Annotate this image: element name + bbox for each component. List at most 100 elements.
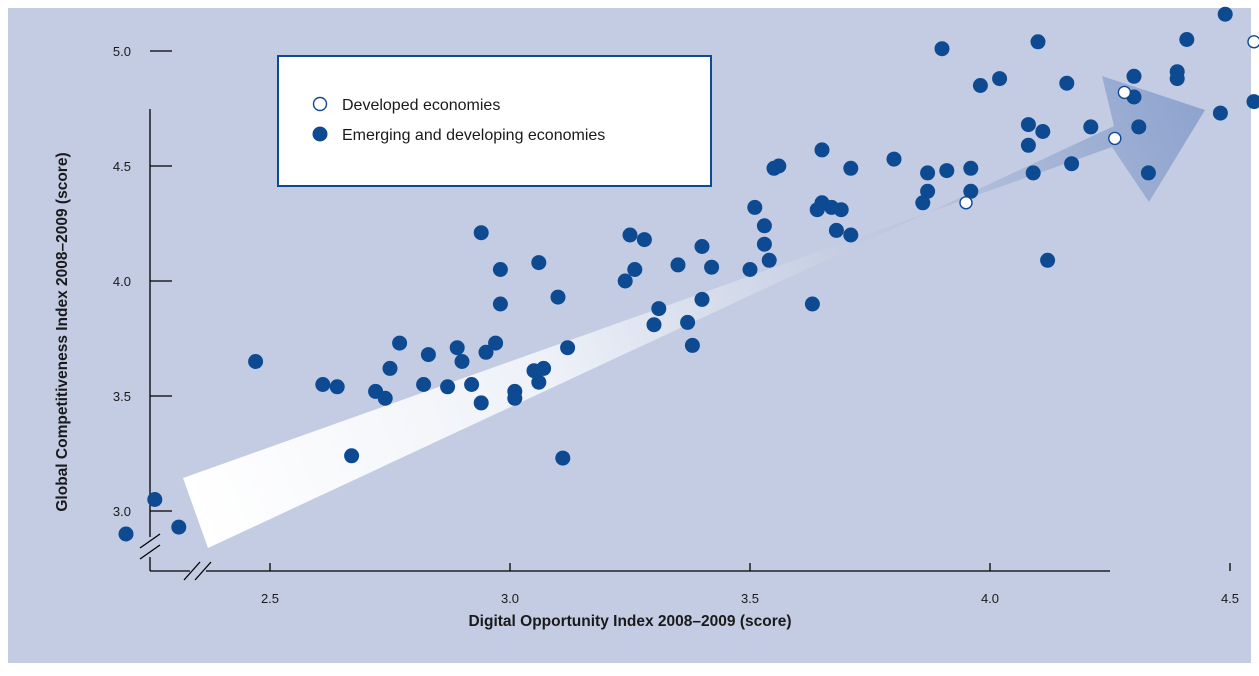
emerging-economy-point xyxy=(843,228,858,243)
emerging-economy-point xyxy=(1170,71,1185,86)
emerging-economy-point xyxy=(493,297,508,312)
emerging-economy-point xyxy=(330,379,345,394)
emerging-economy-point xyxy=(680,315,695,330)
y-axis-label: Global Competitiveness Index 2008–2009 (… xyxy=(54,152,71,511)
emerging-economy-point xyxy=(536,361,551,376)
y-tick-label: 5.0 xyxy=(113,44,131,59)
emerging-economy-point xyxy=(464,377,479,392)
emerging-economy-point xyxy=(531,255,546,270)
emerging-economy-point xyxy=(637,232,652,247)
emerging-economy-point xyxy=(507,384,522,399)
emerging-economy-point xyxy=(1218,7,1233,22)
emerging-economy-point xyxy=(695,239,710,254)
emerging-economy-point xyxy=(474,395,489,410)
legend-label-developed: Developed economies xyxy=(342,97,500,114)
emerging-economy-point xyxy=(474,225,489,240)
emerging-economy-point xyxy=(1083,119,1098,134)
emerging-economy-point xyxy=(392,336,407,351)
emerging-economy-point xyxy=(315,377,330,392)
emerging-economy-point xyxy=(887,152,902,167)
x-axis-label: Digital Opportunity Index 2008–2009 (sco… xyxy=(468,613,791,630)
x-tick-label: 4.0 xyxy=(981,591,999,606)
emerging-economy-point xyxy=(920,165,935,180)
emerging-economy-point xyxy=(455,354,470,369)
emerging-economy-point xyxy=(531,375,546,390)
y-tick-label: 4.0 xyxy=(113,274,131,289)
emerging-economy-point xyxy=(695,292,710,307)
x-tick-label: 4.5 xyxy=(1221,591,1239,606)
emerging-economy-point xyxy=(973,78,988,93)
developed-economy-point xyxy=(1109,132,1121,144)
y-tick-label: 3.0 xyxy=(113,504,131,519)
emerging-economy-point xyxy=(843,161,858,176)
emerging-economy-point xyxy=(618,274,633,289)
emerging-economy-point xyxy=(1021,117,1036,132)
emerging-economy-point xyxy=(1127,69,1142,84)
emerging-economy-point xyxy=(963,161,978,176)
emerging-economy-point xyxy=(1131,119,1146,134)
emerging-economy-point xyxy=(1026,165,1041,180)
emerging-economy-point xyxy=(704,260,719,275)
emerging-economy-point xyxy=(416,377,431,392)
emerging-economy-point xyxy=(560,340,575,355)
developed-economy-point xyxy=(960,197,972,209)
emerging-economy-point xyxy=(119,527,134,542)
emerging-economy-point xyxy=(647,317,662,332)
emerging-economy-point xyxy=(685,338,700,353)
x-tick-label: 3.5 xyxy=(741,591,759,606)
x-tick-label: 2.5 xyxy=(261,591,279,606)
emerging-economy-point xyxy=(805,297,820,312)
legend-marker-developed xyxy=(314,98,327,111)
emerging-economy-point xyxy=(1141,165,1156,180)
emerging-economy-point xyxy=(757,237,772,252)
emerging-economy-point xyxy=(762,253,777,268)
emerging-economy-point xyxy=(488,336,503,351)
legend-marker-emerging xyxy=(313,127,328,142)
emerging-economy-point xyxy=(378,391,393,406)
emerging-economy-point xyxy=(743,262,758,277)
emerging-economy-point xyxy=(1213,106,1228,121)
emerging-economy-point xyxy=(1064,156,1079,171)
emerging-economy-point xyxy=(450,340,465,355)
emerging-economy-point xyxy=(1021,138,1036,153)
developed-economy-point xyxy=(1248,36,1259,48)
emerging-economy-point xyxy=(757,218,772,233)
emerging-economy-point xyxy=(171,520,186,535)
developed-economy-point xyxy=(1118,86,1130,98)
emerging-economy-point xyxy=(555,451,570,466)
emerging-economy-point xyxy=(829,223,844,238)
legend: Developed economies Emerging and develop… xyxy=(278,56,711,186)
emerging-economy-point xyxy=(421,347,436,362)
emerging-economy-point xyxy=(551,290,566,305)
emerging-economy-point xyxy=(248,354,263,369)
emerging-economy-point xyxy=(935,41,950,56)
emerging-economy-point xyxy=(747,200,762,215)
emerging-economy-point xyxy=(383,361,398,376)
emerging-economy-point xyxy=(344,448,359,463)
emerging-economy-point xyxy=(1035,124,1050,139)
emerging-economy-point xyxy=(771,159,786,174)
emerging-economy-point xyxy=(440,379,455,394)
emerging-economy-point xyxy=(147,492,162,507)
emerging-economy-point xyxy=(992,71,1007,86)
emerging-economy-point xyxy=(1040,253,1055,268)
y-tick-label: 3.5 xyxy=(113,389,131,404)
emerging-economy-point xyxy=(1179,32,1194,47)
emerging-economy-point xyxy=(834,202,849,217)
emerging-economy-point xyxy=(623,228,638,243)
emerging-economy-point xyxy=(651,301,666,316)
emerging-economy-point xyxy=(939,163,954,178)
emerging-economy-point xyxy=(493,262,508,277)
emerging-economy-point xyxy=(1031,34,1046,49)
legend-label-emerging: Emerging and developing economies xyxy=(342,127,605,144)
emerging-economy-point xyxy=(1059,76,1074,91)
emerging-economy-point xyxy=(920,184,935,199)
emerging-economy-point xyxy=(815,142,830,157)
emerging-economy-point xyxy=(671,257,686,272)
emerging-economy-point xyxy=(627,262,642,277)
legend-box xyxy=(278,56,711,186)
x-tick-label: 3.0 xyxy=(501,591,519,606)
y-tick-label: 4.5 xyxy=(113,159,131,174)
